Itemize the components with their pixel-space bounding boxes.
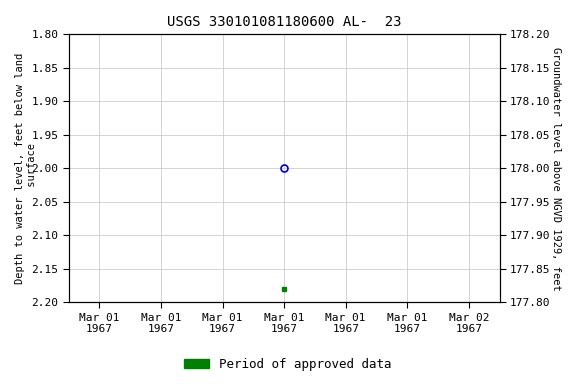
Title: USGS 330101081180600 AL-  23: USGS 330101081180600 AL- 23 (167, 15, 401, 29)
Y-axis label: Groundwater level above NGVD 1929, feet: Groundwater level above NGVD 1929, feet (551, 46, 561, 290)
Y-axis label: Depth to water level, feet below land
 surface: Depth to water level, feet below land su… (15, 53, 37, 284)
Legend: Period of approved data: Period of approved data (179, 353, 397, 376)
